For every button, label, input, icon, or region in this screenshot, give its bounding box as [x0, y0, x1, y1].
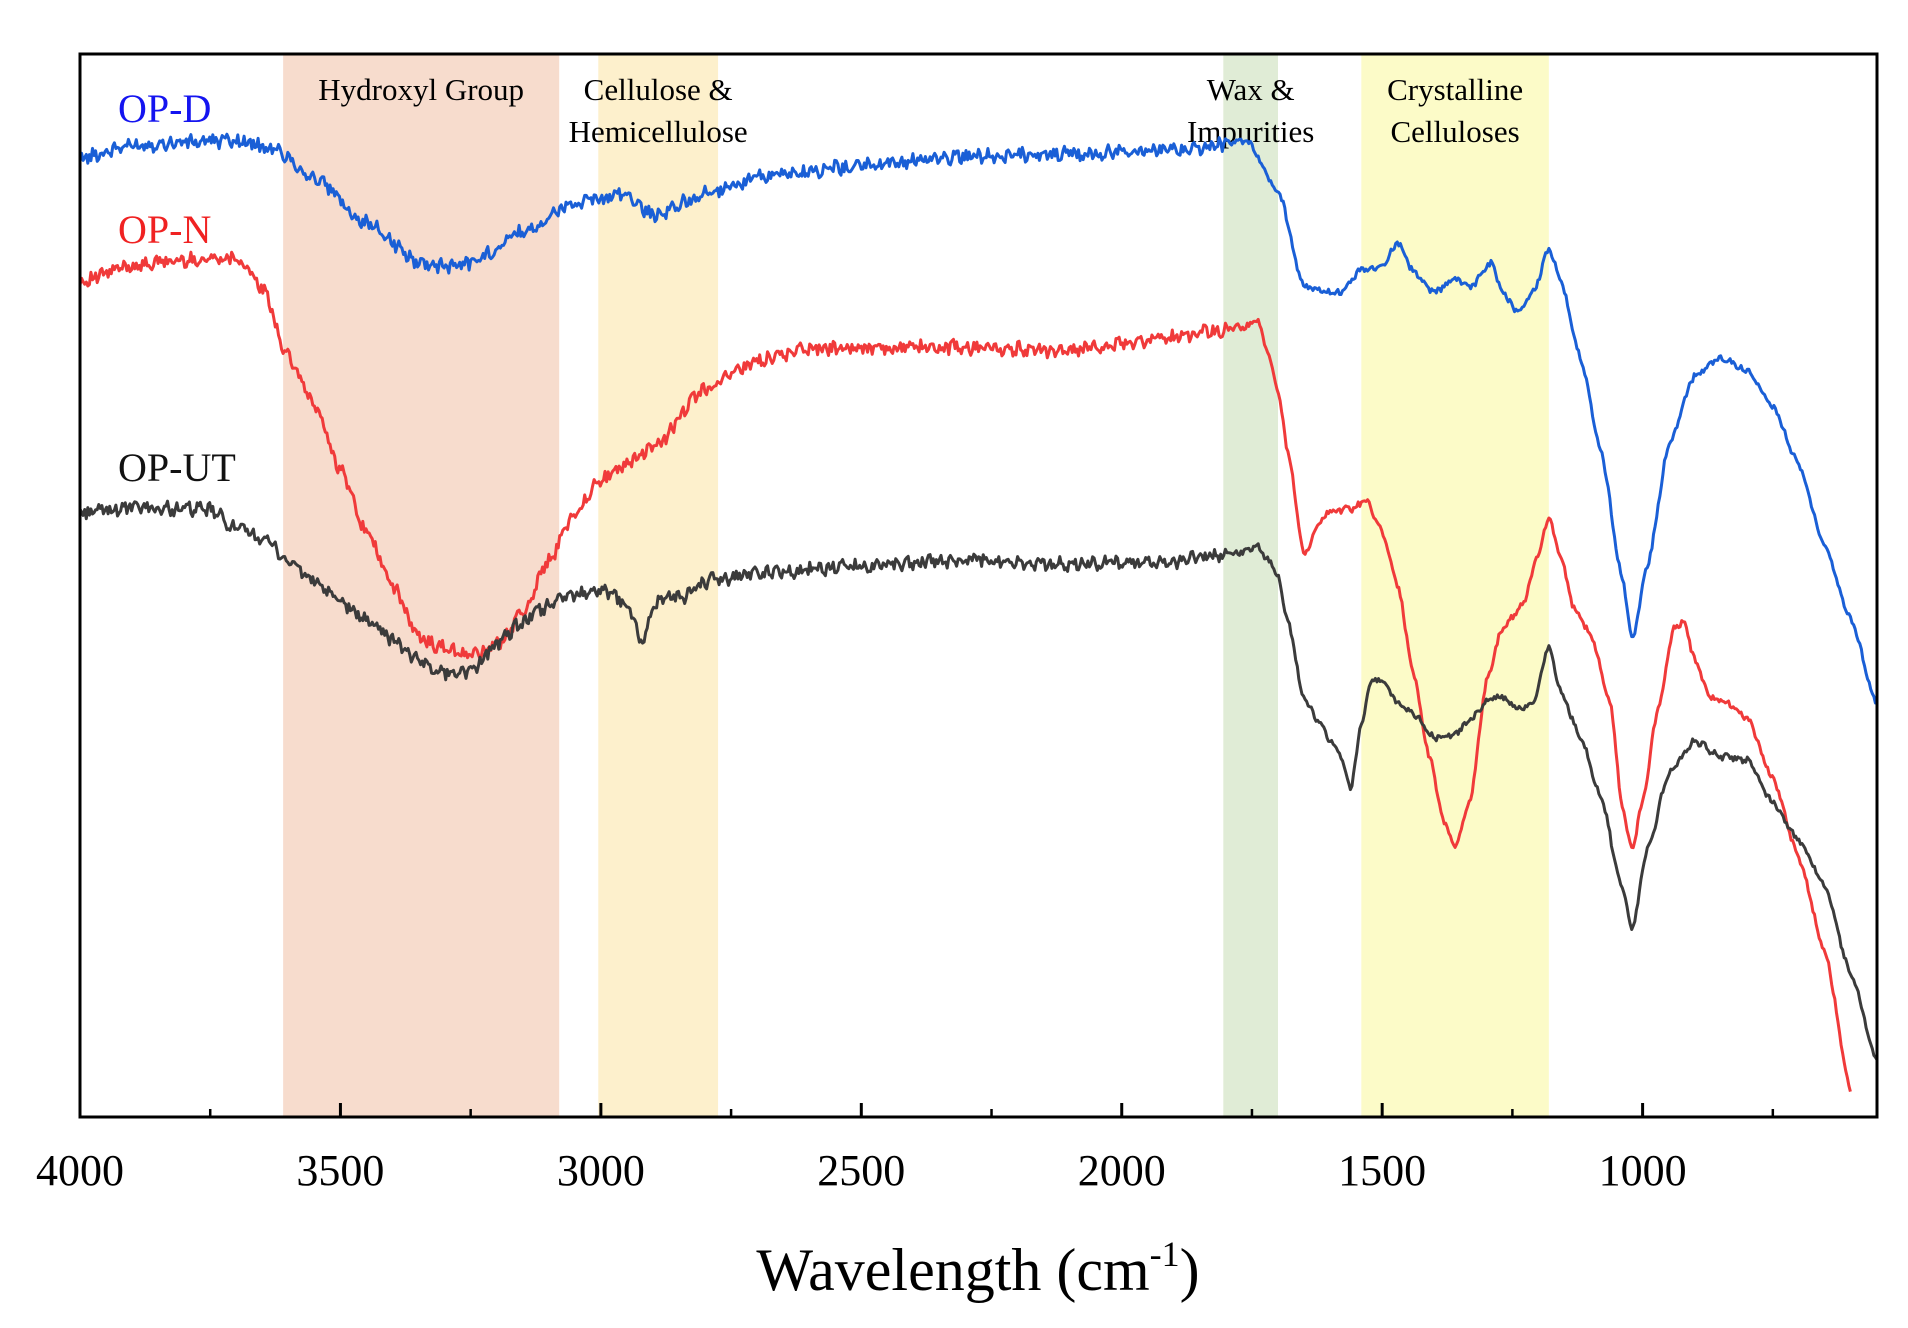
x-tick-label: 2000: [1078, 1146, 1166, 1195]
series-labels: OP-D OP-N OP-UT: [118, 86, 236, 490]
band-wax: [1223, 54, 1278, 1117]
band-label-crystalline: Celluloses: [1391, 114, 1520, 149]
band-label-hydroxyl: Hydroxyl Group: [318, 72, 524, 107]
series-line-op-d: [80, 132, 1877, 705]
series-line-op-n: [80, 250, 1852, 1092]
x-tick-label: 1500: [1338, 1146, 1426, 1195]
series-label-op-ut: OP-UT: [118, 445, 236, 490]
x-axis-title-close: ): [1180, 1237, 1200, 1303]
x-tick-label: 1000: [1599, 1146, 1687, 1195]
spectra-lines: [80, 132, 1877, 1092]
plot-frame: [78, 52, 1879, 1119]
series-label-op-d: OP-D: [118, 86, 211, 131]
band-label-wax: Wax &: [1207, 72, 1295, 107]
x-tick-label: 4000: [36, 1146, 124, 1195]
band-hydroxyl: [283, 54, 560, 1117]
x-axis-ticks: 4000 3500 3000 2500 2000 1500 1000: [36, 1103, 1775, 1195]
band-crystalline: [1361, 54, 1549, 1117]
x-axis-title-text: Wavelength (cm: [756, 1237, 1149, 1303]
band-label-cellulose-hemicellulose: Cellulose &: [584, 72, 733, 107]
x-tick-label: 3500: [296, 1146, 384, 1195]
x-axis-title: Wavelength (cm-1): [756, 1234, 1199, 1303]
band-labels: Hydroxyl Group Cellulose & Hemicellulose Wa…: [318, 72, 1523, 149]
band-label-crystalline: Crystalline: [1387, 72, 1523, 107]
x-tick-label: 3000: [557, 1146, 645, 1195]
series-line-op-ut: [80, 499, 1877, 1061]
series-label-op-n: OP-N: [118, 207, 211, 252]
x-tick-label: 2500: [817, 1146, 905, 1195]
band-label-cellulose-hemicellulose: Hemicellulose: [569, 114, 748, 149]
highlight-bands: [283, 54, 1549, 1117]
x-axis-title-superscript: -1: [1150, 1234, 1180, 1274]
